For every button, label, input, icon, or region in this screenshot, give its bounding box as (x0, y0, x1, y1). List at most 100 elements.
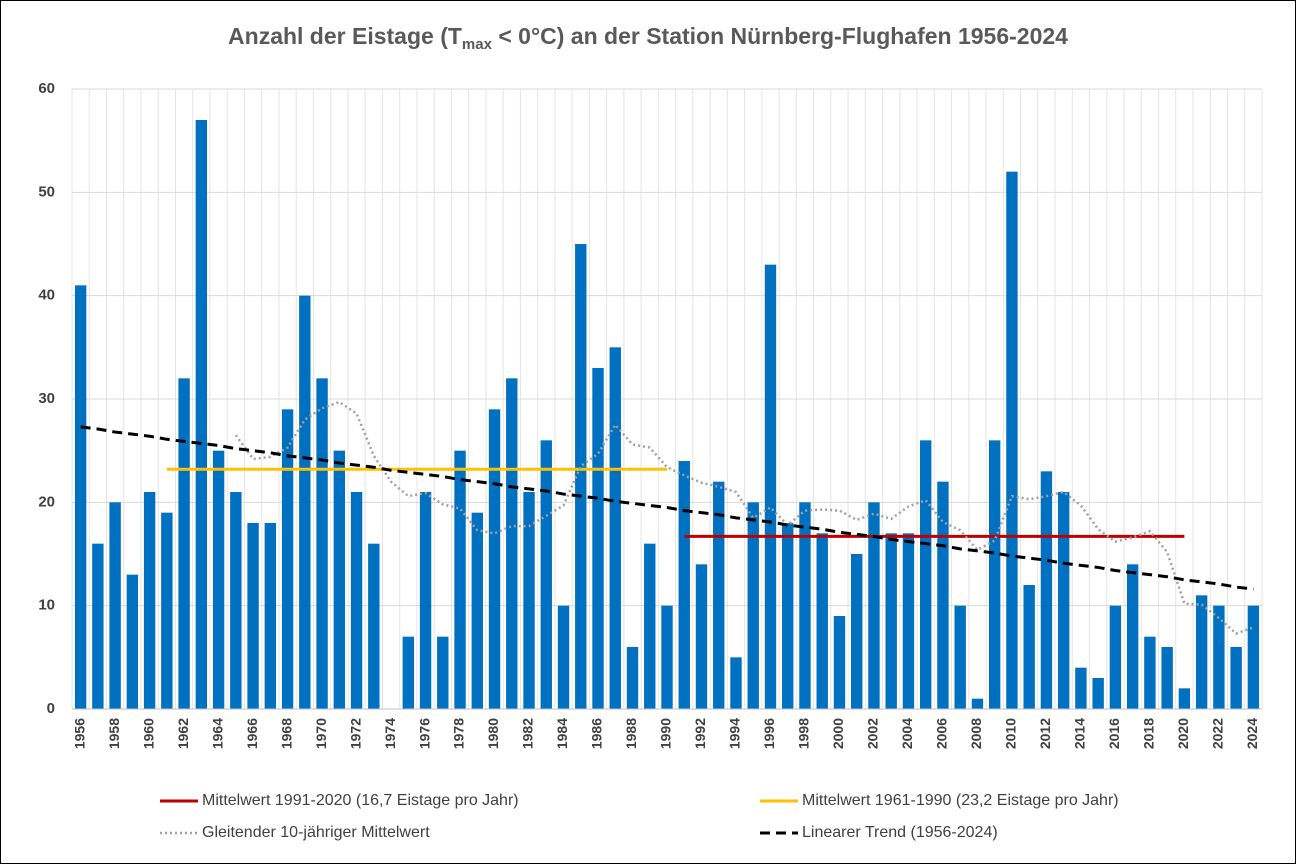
bar (971, 698, 984, 709)
bar (1213, 605, 1225, 709)
x-tick-label: 1990 (658, 718, 674, 749)
bar (609, 347, 621, 709)
bar (281, 409, 294, 709)
bar (902, 533, 915, 709)
bar (1230, 647, 1242, 709)
bar (333, 450, 346, 709)
bar (74, 285, 87, 709)
x-tick-label: 1968 (278, 718, 294, 749)
bar (230, 492, 242, 709)
x-tick-label: 1970 (313, 718, 329, 749)
bar (1006, 171, 1018, 709)
x-tick-label: 1982 (520, 718, 536, 749)
chart-title: Anzahl der Eistage (Tmax < 0°C) an der S… (228, 23, 1068, 53)
bar (713, 481, 725, 709)
bar (937, 481, 949, 709)
bar (437, 636, 449, 709)
bar (506, 378, 518, 709)
bar (471, 512, 483, 709)
y-tick-label: 30 (38, 390, 55, 407)
x-tick-label: 2010 (1003, 718, 1019, 749)
title-part: < 0°C) an der Station Nürnberg-Flughafen… (492, 23, 1068, 49)
x-tick-label: 2002 (865, 718, 881, 749)
bar (419, 492, 432, 709)
x-tick-label: 2008 (968, 718, 984, 749)
x-tick-label: 1986 (589, 718, 605, 749)
y-tick-label: 20 (38, 493, 55, 510)
x-tick-label: 1960 (140, 718, 156, 749)
bar (1109, 605, 1122, 709)
bar (368, 543, 380, 709)
bar (885, 533, 897, 709)
bar (316, 378, 328, 709)
bar (195, 120, 208, 709)
x-tick-label: 2018 (1141, 718, 1157, 749)
x-tick-label: 1964 (209, 718, 225, 749)
x-tick-label: 1974 (382, 718, 398, 749)
x-tick-label: 2014 (1072, 718, 1088, 749)
bar (988, 440, 1001, 709)
bar (1057, 492, 1070, 709)
bar (626, 647, 639, 709)
bar (1040, 471, 1053, 709)
y-tick-label: 0 (47, 700, 55, 717)
bar (178, 378, 190, 709)
bar (247, 523, 259, 709)
bar (920, 440, 932, 709)
x-tick-label: 1992 (692, 718, 708, 749)
bar (523, 492, 535, 709)
bar (143, 492, 156, 709)
bar (782, 523, 794, 709)
bar (678, 461, 690, 709)
bar (402, 636, 414, 709)
x-tick-label: 2020 (1175, 718, 1191, 749)
x-tick-label: 1994 (727, 718, 743, 749)
x-tick-label: 2004 (899, 718, 915, 749)
bar (1144, 636, 1156, 709)
x-tick-label: 2024 (1244, 718, 1260, 749)
bar (661, 605, 673, 709)
bar (557, 605, 570, 709)
bar (126, 574, 139, 709)
x-tick-label: 1966 (244, 718, 260, 749)
bar (212, 450, 225, 709)
y-tick-label: 60 (38, 80, 55, 97)
y-tick-label: 10 (38, 597, 55, 614)
legend-label: Mittelwert 1961-1990 (23,2 Eistage pro J… (802, 792, 1119, 809)
bar (1178, 688, 1191, 709)
bar (644, 543, 656, 709)
bar (747, 502, 759, 709)
bar (954, 605, 966, 709)
bar (1195, 595, 1208, 709)
x-tick-label: 1978 (451, 718, 467, 749)
y-tick-label: 40 (38, 287, 55, 304)
line-series (80, 425, 1254, 591)
bar (1075, 667, 1087, 709)
bar (1126, 564, 1139, 709)
bar (1161, 647, 1173, 709)
title-part: Anzahl der Eistage (T (228, 23, 462, 49)
x-tick-label: 1972 (347, 718, 363, 749)
bar (816, 533, 828, 709)
x-tick-label: 2022 (1210, 718, 1226, 749)
x-tick-label: 1976 (416, 718, 432, 749)
x-tick-label: 2016 (1106, 718, 1122, 749)
x-tick-label: 1996 (761, 718, 777, 749)
x-tick-label: 2000 (830, 718, 846, 749)
bar (264, 523, 277, 709)
bar (299, 295, 311, 709)
x-tick-label: 1958 (106, 718, 122, 749)
bar (454, 450, 466, 709)
bar (730, 657, 742, 709)
x-tick-label: 1980 (485, 718, 501, 749)
bar (109, 502, 121, 709)
legend-label: Linearer Trend (1956-2024) (802, 824, 998, 841)
x-tick-label: 1988 (623, 718, 639, 749)
x-tick-label: 1984 (554, 718, 570, 749)
bar (350, 492, 363, 709)
x-tick-label: 2012 (1037, 718, 1053, 749)
bar (799, 502, 811, 709)
bar (1023, 585, 1035, 709)
